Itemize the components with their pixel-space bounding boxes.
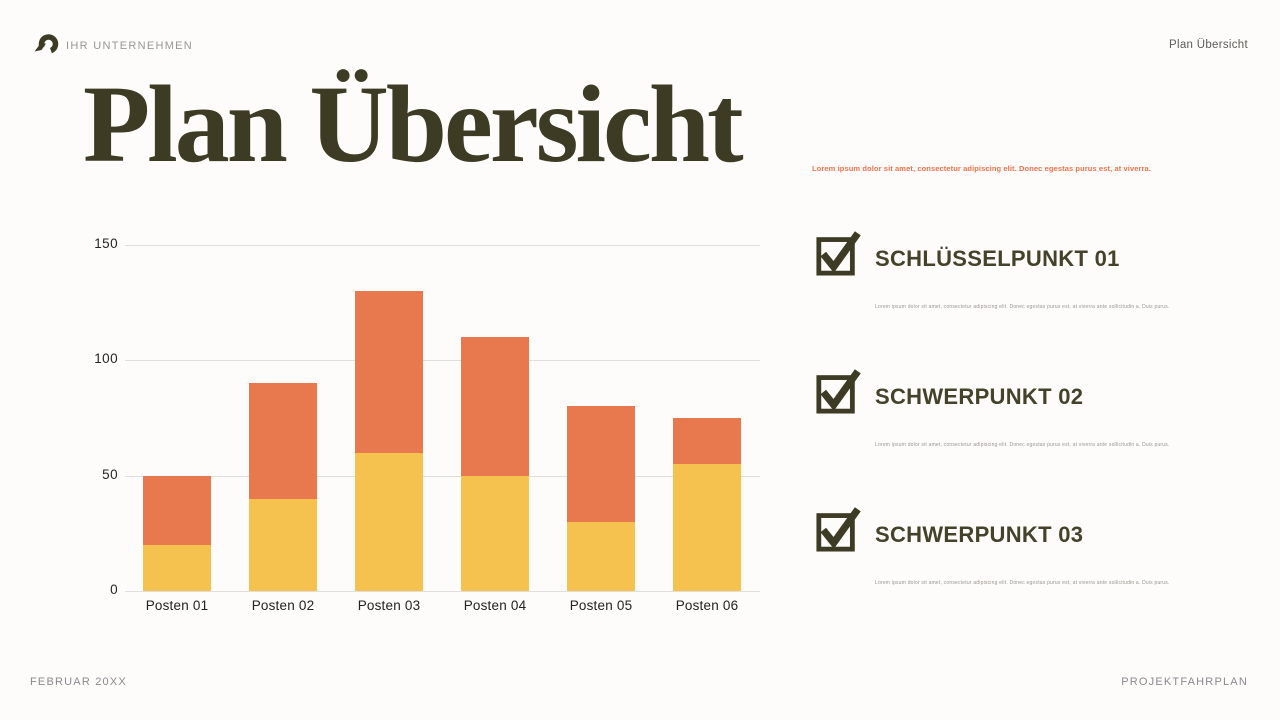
x-tick-label: Posten 02 bbox=[251, 598, 315, 613]
footer-date: FEBRUAR 20XX bbox=[30, 676, 127, 688]
bar-posten-06 bbox=[673, 418, 741, 591]
x-tick-label: Posten 05 bbox=[569, 598, 633, 613]
bar-posten-01 bbox=[143, 475, 211, 591]
checklist-item-1: SCHLÜSSELPUNKT 01 Lorem ipsum dolor sit … bbox=[815, 230, 1235, 330]
gridline bbox=[125, 245, 760, 246]
bar-segment-top bbox=[673, 418, 741, 465]
checkbox-checked-icon bbox=[815, 230, 861, 276]
gridline bbox=[125, 475, 760, 477]
page-title: Plan Übersicht bbox=[83, 63, 744, 185]
gridline bbox=[125, 591, 760, 592]
x-tick-label: Posten 01 bbox=[145, 598, 209, 613]
bar-segment-bottom bbox=[673, 464, 741, 591]
checklist-heading: SCHWERPUNKT 02 bbox=[875, 384, 1084, 409]
bar-posten-05 bbox=[567, 406, 635, 591]
bar-segment-top bbox=[249, 383, 317, 499]
checklist-heading: SCHWERPUNKT 03 bbox=[875, 522, 1084, 547]
x-tick-label: Posten 03 bbox=[357, 598, 421, 613]
checklist-body: Lorem ipsum dolor sit amet, consectetur … bbox=[875, 580, 1170, 586]
bar-segment-top bbox=[461, 337, 529, 476]
x-tick-label: Posten 04 bbox=[463, 598, 527, 613]
y-tick-label: 100 bbox=[94, 351, 118, 367]
bar-segment-bottom bbox=[461, 475, 529, 591]
company-name: IHR UNTERNEHMEN bbox=[66, 40, 194, 52]
bar-segment-top bbox=[143, 475, 211, 545]
bar-posten-03 bbox=[355, 291, 423, 591]
checkbox-checked-icon bbox=[815, 506, 861, 552]
x-tick-label: Posten 06 bbox=[675, 598, 739, 613]
bar-segment-bottom bbox=[143, 544, 211, 591]
chart-plot bbox=[125, 245, 760, 592]
y-tick-label: 150 bbox=[94, 236, 118, 251]
y-tick-label: 0 bbox=[110, 582, 118, 597]
stacked-bar-chart: 0 50 100 150 Posten 01 Posten 02 Posten 03 Post… bbox=[94, 236, 760, 613]
header-page-label: Plan Übersicht bbox=[1169, 39, 1248, 51]
bar-segment-top bbox=[567, 406, 635, 522]
footer-doc-label: PROJEKTFAHRPLAN bbox=[1121, 676, 1248, 688]
bar-segment-top bbox=[355, 291, 423, 453]
bar-segment-bottom bbox=[355, 452, 423, 591]
intro-text: Lorem ipsum dolor sit amet, consectetur … bbox=[812, 164, 1151, 173]
bar-segment-bottom bbox=[249, 498, 317, 591]
checklist-item-2: SCHWERPUNKT 02 Lorem ipsum dolor sit ame… bbox=[815, 368, 1235, 468]
checklist-body: Lorem ipsum dolor sit amet, consectetur … bbox=[875, 442, 1170, 448]
bar-posten-02 bbox=[249, 383, 317, 591]
company-logo-icon bbox=[34, 33, 60, 55]
checklist-body: Lorem ipsum dolor sit amet, consectetur … bbox=[875, 304, 1170, 310]
gridline bbox=[125, 360, 760, 362]
y-tick-label: 50 bbox=[102, 466, 118, 482]
checkbox-checked-icon bbox=[815, 368, 861, 414]
checklist-item-3: SCHWERPUNKT 03 Lorem ipsum dolor sit ame… bbox=[815, 506, 1235, 606]
bar-segment-bottom bbox=[567, 521, 635, 591]
checklist-heading: SCHLÜSSELPUNKT 01 bbox=[875, 246, 1120, 271]
bar-posten-04 bbox=[461, 337, 529, 591]
